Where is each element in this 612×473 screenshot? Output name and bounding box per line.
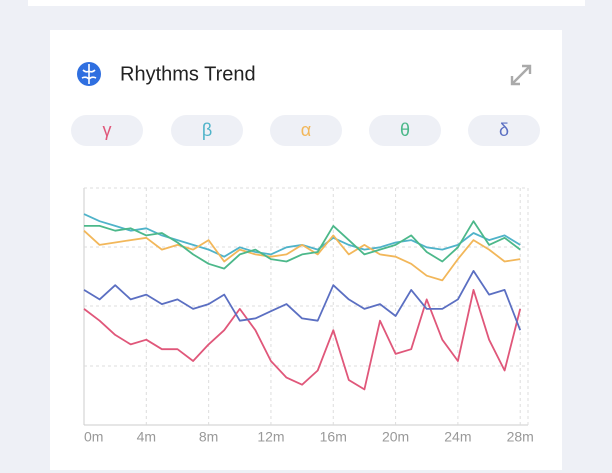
card [50, 30, 562, 470]
card-title: Rhythms Trend [120, 63, 256, 85]
legend-label[interactable]: θ [400, 120, 410, 140]
previous-card [28, 0, 585, 6]
legend-chip[interactable] [468, 115, 540, 146]
legend-chip[interactable] [270, 115, 342, 146]
legend-chip[interactable] [369, 115, 441, 146]
legend-label[interactable]: γ [103, 120, 112, 140]
legend-label[interactable]: β [202, 120, 212, 140]
series-line [83, 230, 521, 282]
legend-label[interactable]: δ [499, 120, 509, 140]
series-line [84, 220, 521, 270]
x-tick-label: 16m [320, 429, 347, 445]
legend-chip[interactable] [171, 115, 243, 146]
brain-icon [77, 62, 101, 86]
legend-label[interactable]: α [301, 120, 311, 140]
x-tick-label: 12m [257, 429, 284, 445]
series-line [83, 288, 522, 391]
x-tick-label: 0m [84, 429, 103, 445]
x-tick-label: 8m [199, 429, 218, 445]
x-tick-label: 4m [137, 429, 156, 445]
expand-button[interactable] [510, 64, 532, 86]
legend-chip[interactable] [71, 115, 143, 146]
x-tick-label: 20m [382, 429, 409, 445]
x-tick-label: 28m [507, 429, 534, 445]
series-line [83, 269, 522, 331]
x-tick-label: 24m [444, 429, 471, 445]
